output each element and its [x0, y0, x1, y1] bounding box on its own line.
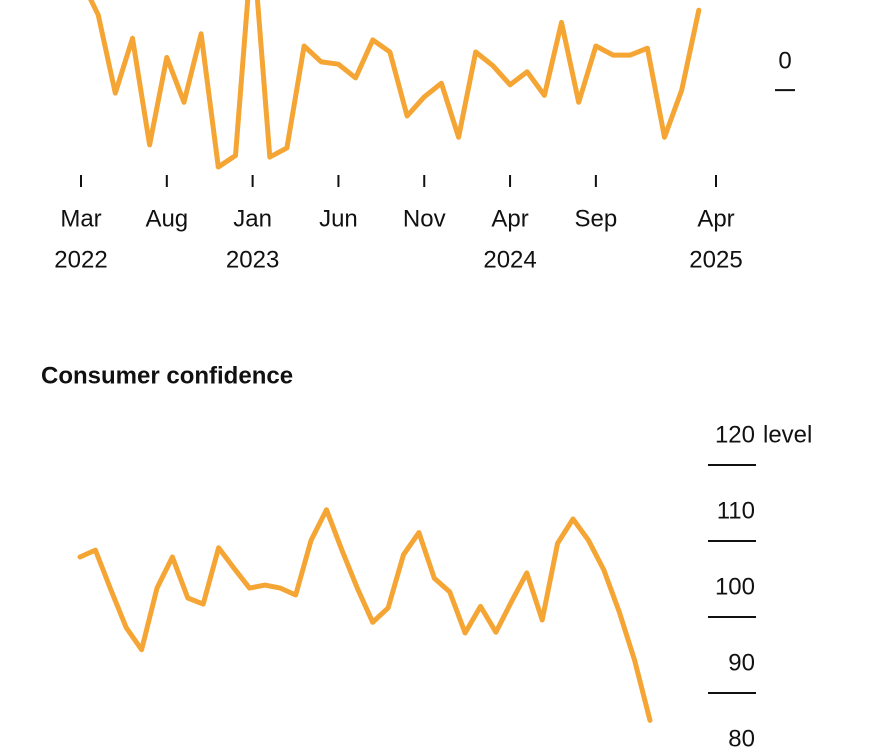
data-line [77, 507, 653, 723]
x-tick-label: Apr [697, 205, 734, 232]
y-tick-label: 120 [715, 421, 755, 448]
y-tick-label: 110 [717, 497, 755, 524]
chart-title: Consumer confidence [41, 362, 293, 389]
x-tick-label: Aug [145, 205, 188, 232]
y-tick-label: 0 [778, 47, 791, 74]
x-tick-label: Jun [319, 205, 358, 232]
x-tick-label: Mar [60, 205, 101, 232]
y-tick-label: 100 [715, 573, 755, 600]
x-tick-year: 2023 [226, 246, 279, 273]
y-tick-label: 80 [728, 725, 755, 750]
x-tick-label: Nov [403, 205, 446, 232]
x-tick-label: Jan [233, 205, 272, 232]
x-tick-year: 2025 [689, 246, 742, 273]
y-tick-label: 90 [728, 649, 755, 676]
x-tick-label: Apr [491, 205, 528, 232]
data-line [88, 0, 702, 170]
x-tick-year: 2024 [483, 246, 536, 273]
x-tick-label: Sep [575, 205, 618, 232]
y-axis-label: level [763, 421, 812, 448]
x-tick-year: 2022 [54, 246, 107, 273]
